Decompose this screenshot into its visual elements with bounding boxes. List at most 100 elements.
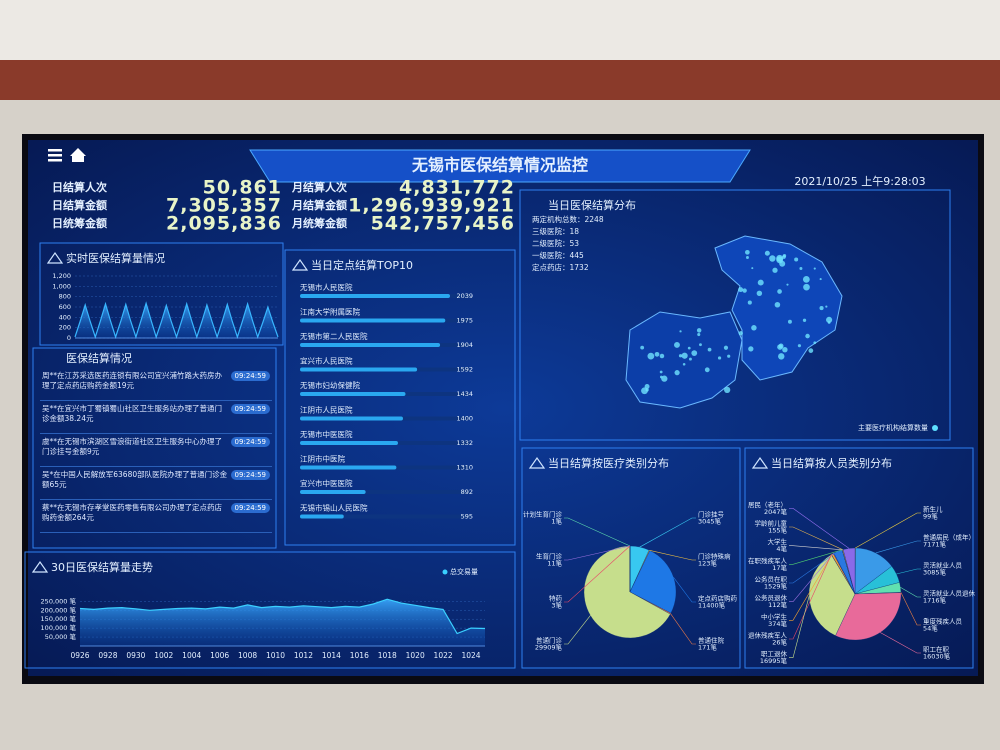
y-tick-label: 1,000	[52, 282, 71, 290]
slice-value-label: 3085笔	[923, 568, 947, 577]
panel-frame	[284, 249, 516, 546]
slice-value-label: 1716笔	[923, 596, 947, 605]
stat-label: 月统筹金额	[291, 216, 347, 230]
home-icon[interactable]	[70, 148, 86, 162]
map-dot	[681, 352, 688, 359]
value-label: 1310	[456, 464, 473, 472]
y-tick-label: 100,000 笔	[41, 623, 77, 632]
nav-icons[interactable]	[48, 148, 86, 162]
leader-line	[789, 545, 843, 551]
panel-title: 当日结算按医疗类别分布	[548, 456, 669, 470]
y-tick-label: 600	[59, 303, 71, 311]
map-dot	[802, 318, 807, 322]
map-dot	[674, 341, 680, 348]
title-icon	[46, 251, 64, 264]
value-label: 1400	[456, 415, 473, 423]
leader-line	[789, 551, 839, 584]
bar	[300, 318, 446, 323]
bar	[300, 490, 366, 494]
title-icon	[751, 456, 769, 469]
slice-label: 生育门诊	[536, 552, 563, 561]
bar	[300, 465, 397, 470]
title-icon	[31, 560, 49, 573]
map-dot	[645, 388, 649, 392]
map-dot	[799, 267, 803, 271]
map-dot	[777, 344, 783, 350]
stat-value: 2,095,836	[166, 213, 282, 235]
value-label: 1434	[456, 390, 473, 398]
menu-icon[interactable]	[48, 149, 62, 152]
legend-marker	[442, 569, 448, 575]
slice-label: 特药	[549, 594, 563, 603]
leader-line	[789, 549, 843, 565]
leader-line	[789, 508, 850, 549]
map-dot	[647, 352, 655, 360]
record-time: 09:24:59	[230, 371, 270, 381]
slice-label: 居民（老年）	[748, 500, 787, 509]
map-info: 三级医院：18	[532, 226, 579, 236]
record: 09:24:59 蔡**在无锡市存孝堂医药零售有限公司办理了定点药店购药金额264…	[40, 500, 272, 533]
map-region	[714, 235, 843, 381]
line	[74, 301, 279, 339]
record-time: 09:24:59	[230, 503, 270, 513]
x-tick-label: 1020	[406, 651, 425, 660]
bar-label: 江阴市中医院	[300, 454, 345, 464]
menu-icon[interactable]	[48, 159, 62, 162]
leader-line	[900, 587, 921, 598]
map-dot	[757, 279, 764, 286]
map-dot	[748, 346, 754, 352]
bar-label: 江南大学附属医院	[300, 307, 360, 317]
panel-frame	[521, 447, 741, 669]
stat-value: 50,861	[203, 177, 282, 199]
map-dot	[803, 283, 810, 291]
map-dot	[704, 367, 710, 373]
leader-line	[639, 517, 696, 548]
slice-value-label: 29909笔	[535, 643, 563, 652]
map-dot	[808, 348, 814, 353]
map-dot	[691, 350, 698, 357]
map-dot	[751, 325, 757, 331]
leader-line	[855, 512, 921, 549]
slice-label: 普通居民（成年）	[923, 533, 975, 542]
y-tick-label: 0	[67, 334, 71, 342]
leader-line	[900, 592, 921, 626]
x-tick-label: 1008	[238, 651, 257, 660]
stat-label: 日结算金额	[52, 198, 107, 212]
map-dot	[717, 356, 722, 360]
map-dot	[727, 354, 731, 358]
map-dot	[786, 283, 789, 286]
slice-value-label: 2047笔	[764, 507, 788, 516]
map-region	[625, 311, 743, 409]
y-tick-label: 150,000 笔	[41, 614, 77, 623]
panel-title: 30日医保结算量走势	[51, 560, 153, 574]
map-dot	[745, 256, 749, 259]
map-dot	[769, 255, 776, 262]
bar-label: 江阴市人民医院	[300, 405, 353, 415]
area-fill	[80, 599, 485, 646]
map-dot	[764, 250, 770, 256]
map-dot	[797, 344, 802, 348]
map-dot	[794, 257, 799, 262]
map-dot	[813, 341, 817, 345]
slice-label: 公务员在职	[755, 575, 788, 584]
panels	[24, 189, 974, 669]
legend-label: 总交易量	[450, 567, 478, 576]
title-bar	[249, 149, 751, 183]
map-dot	[696, 328, 702, 333]
stat-label: 日统筹金额	[52, 216, 107, 230]
slice-label: 门诊挂号	[698, 510, 725, 519]
title-icon	[291, 258, 309, 271]
leader-line	[880, 632, 921, 654]
stat-value: 4,831,772	[399, 177, 515, 199]
map-dot	[756, 290, 763, 297]
leader-line	[789, 554, 832, 640]
panel-frame	[32, 347, 277, 549]
slice-label: 新生儿	[923, 505, 943, 514]
menu-icon[interactable]	[48, 154, 62, 157]
slice-label: 普通门诊	[536, 636, 563, 645]
leader-line	[564, 615, 591, 645]
map-dot	[827, 321, 831, 324]
panel-title: 实时医保结算量情况	[66, 251, 165, 265]
map-dot	[674, 370, 680, 376]
x-tick-label: 1010	[266, 651, 285, 660]
